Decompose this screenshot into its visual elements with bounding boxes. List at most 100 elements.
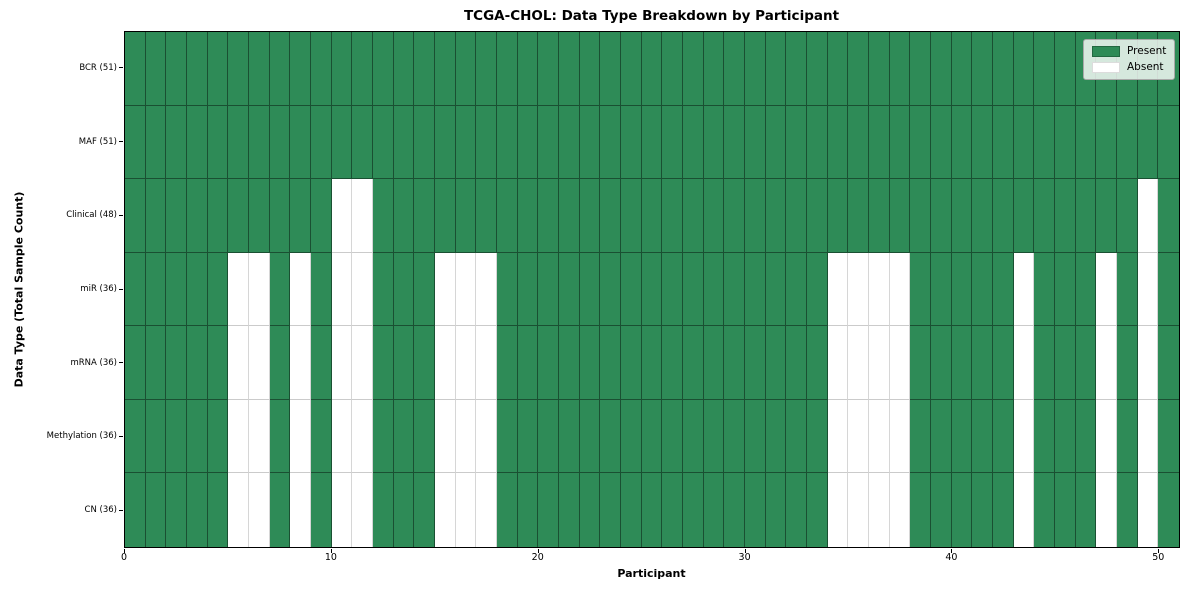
matrix-cell	[765, 32, 787, 106]
matrix-cell	[1034, 179, 1055, 253]
matrix-cell	[579, 252, 601, 327]
matrix-cell	[207, 473, 229, 547]
matrix-cell	[393, 473, 415, 547]
matrix-cell	[310, 473, 332, 547]
matrix-cell	[207, 32, 229, 106]
matrix-cell	[930, 399, 952, 474]
matrix-cell	[558, 473, 580, 547]
matrix-cell	[827, 32, 849, 106]
matrix-cell	[868, 473, 890, 547]
matrix-cell	[517, 252, 539, 327]
matrix-cell	[372, 105, 394, 180]
matrix-cell	[186, 473, 208, 547]
matrix-cell	[269, 473, 291, 547]
matrix-cell	[910, 326, 931, 400]
matrix-cell	[166, 32, 187, 106]
matrix-cell	[703, 473, 725, 547]
matrix-cell	[972, 399, 993, 474]
matrix-cell	[662, 473, 683, 547]
matrix-cell	[848, 32, 869, 106]
matrix-cell	[703, 105, 725, 180]
matrix-cell	[166, 252, 187, 327]
matrix-cell	[352, 105, 373, 180]
matrix-cell	[166, 105, 187, 180]
matrix-cell	[1034, 473, 1055, 547]
matrix-cell	[1116, 105, 1138, 180]
matrix-cell	[310, 399, 332, 474]
matrix-cell	[331, 179, 353, 253]
matrix-cell	[620, 105, 642, 180]
matrix-cell	[125, 473, 146, 547]
matrix-cell	[538, 252, 559, 327]
matrix-cell	[786, 326, 807, 400]
matrix-cell	[145, 473, 167, 547]
matrix-cell	[827, 179, 849, 253]
matrix-cell	[703, 179, 725, 253]
matrix-cell	[414, 473, 435, 547]
x-tick-mark	[744, 548, 746, 553]
matrix-cell	[600, 252, 621, 327]
matrix-cell	[372, 473, 394, 547]
matrix-cell	[786, 252, 807, 327]
matrix-cell	[910, 473, 931, 547]
matrix-cell	[806, 326, 828, 400]
matrix-cell	[1075, 326, 1097, 400]
matrix-cell	[414, 252, 435, 327]
matrix-cell	[1116, 399, 1138, 474]
matrix-cell	[620, 252, 642, 327]
matrix-cell	[992, 105, 1014, 180]
matrix-cell	[972, 32, 993, 106]
matrix-cell	[600, 105, 621, 180]
matrix-cell	[125, 399, 146, 474]
matrix-cell	[372, 179, 394, 253]
matrix-cell	[310, 105, 332, 180]
matrix-cell	[641, 399, 663, 474]
matrix-cell	[682, 252, 704, 327]
matrix-cell	[248, 179, 270, 253]
matrix-cell	[393, 105, 415, 180]
matrix-cell	[579, 326, 601, 400]
matrix-cell	[1137, 252, 1159, 327]
matrix-cell	[1034, 326, 1055, 400]
matrix-cell	[1075, 252, 1097, 327]
matrix-cell	[1096, 326, 1117, 400]
matrix-cell	[476, 32, 497, 106]
matrix-cell	[579, 473, 601, 547]
matrix-cell	[393, 179, 415, 253]
matrix-cell	[951, 399, 973, 474]
matrix-cell	[910, 252, 931, 327]
matrix-cell	[331, 105, 353, 180]
matrix-cell	[848, 473, 869, 547]
matrix-cell	[331, 252, 353, 327]
matrix-cell	[930, 473, 952, 547]
matrix-cell	[558, 252, 580, 327]
y-tick-label: CN (36)	[84, 505, 117, 516]
matrix-cell	[662, 252, 683, 327]
matrix-cell	[662, 326, 683, 400]
y-tick-label: Methylation (36)	[46, 431, 117, 442]
matrix-cell	[930, 105, 952, 180]
x-tick-mark	[124, 548, 125, 553]
x-tick-label: 50	[1152, 552, 1165, 563]
x-tick-mark	[951, 548, 953, 553]
matrix-cell	[558, 179, 580, 253]
matrix-cell	[744, 473, 766, 547]
matrix-cell	[496, 252, 518, 327]
matrix-cell	[393, 399, 415, 474]
matrix-cell	[992, 252, 1014, 327]
matrix-cell	[248, 473, 270, 547]
matrix-cell	[496, 105, 518, 180]
matrix-cell	[1096, 473, 1117, 547]
matrix-cell	[765, 252, 787, 327]
matrix-cell	[310, 326, 332, 400]
matrix-cell	[455, 179, 477, 253]
matrix-cell	[786, 105, 807, 180]
matrix-cell	[1013, 326, 1035, 400]
matrix-cell	[455, 326, 477, 400]
matrix-cell	[682, 105, 704, 180]
matrix-cell	[186, 179, 208, 253]
matrix-cell	[992, 473, 1014, 547]
matrix-cell	[972, 473, 993, 547]
matrix-cell	[620, 32, 642, 106]
matrix-cell	[476, 179, 497, 253]
